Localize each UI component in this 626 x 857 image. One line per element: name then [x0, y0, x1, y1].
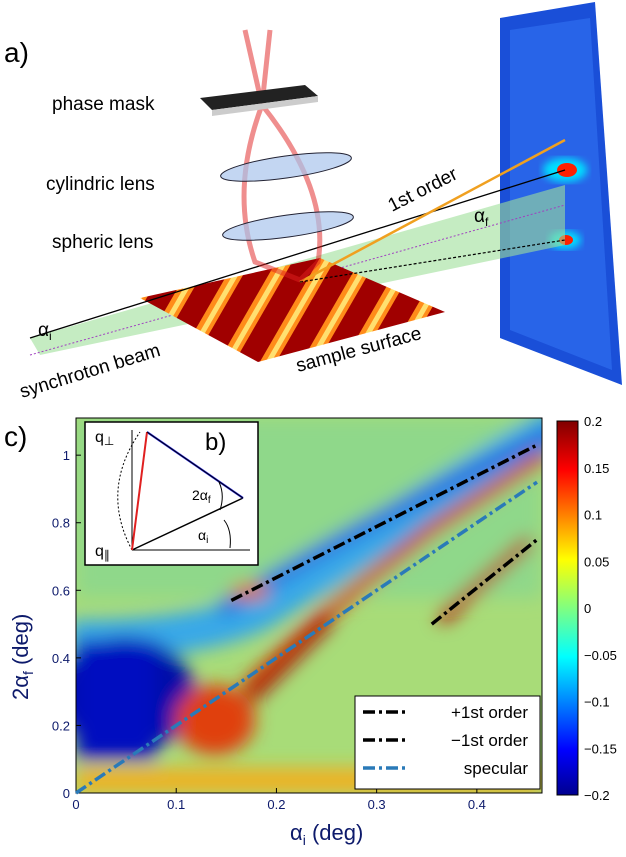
- x-tick-label: 0.1: [167, 797, 185, 812]
- colorbar-tick-label: 0.2: [584, 414, 602, 429]
- y-tick-label: 0: [63, 786, 70, 801]
- y-tick-label: 0.8: [52, 516, 70, 531]
- y-tick-label: 1: [63, 448, 70, 463]
- colorbar: [557, 421, 578, 795]
- colorbar-tick-label: −0.2: [584, 788, 610, 803]
- symbol: α: [474, 206, 485, 227]
- y-axis-label: 2αf (deg): [8, 614, 36, 700]
- label-phase-mask: phase mask: [52, 94, 155, 115]
- colorbar-tick-label: −0.15: [584, 741, 617, 756]
- symbol: 2α: [192, 487, 208, 503]
- symbol: 2α: [8, 675, 33, 700]
- label-spheric-lens: spheric lens: [52, 232, 153, 253]
- legend-label: −1st order: [451, 731, 528, 750]
- colorbar-tick-label: 0.15: [584, 461, 609, 476]
- subscript: ⊥: [104, 434, 114, 448]
- symbol: α: [38, 320, 49, 341]
- label-first-order: 1st order: [385, 163, 462, 216]
- symbol: α: [290, 820, 303, 845]
- x-tick-label: 0.4: [468, 797, 486, 812]
- label-cylindric-lens: cylindric lens: [46, 174, 155, 195]
- subscript: i: [206, 535, 208, 546]
- symbol: q: [95, 429, 104, 446]
- figure: a) phase mask cylindric lens spheric len…: [0, 0, 626, 857]
- colorbar-tick-label: 0: [584, 601, 591, 616]
- panel-label: a): [4, 37, 29, 68]
- y-tick-label: 0.2: [52, 718, 70, 733]
- colorbar-tick-label: 0.1: [584, 508, 602, 523]
- x-tick-label: 0.2: [267, 797, 285, 812]
- unit: (deg): [306, 820, 363, 845]
- subscript: ∥: [104, 548, 110, 562]
- colorbar-tick-label: 0.05: [584, 554, 609, 569]
- y-tick-label: 0.4: [52, 651, 70, 666]
- x-tick-label: 0: [72, 797, 79, 812]
- label-alpha-i: αi: [38, 320, 52, 343]
- unit: (deg): [8, 614, 33, 671]
- inset-label: b): [205, 429, 226, 456]
- x-axis-label: αi (deg): [290, 820, 363, 848]
- legend-label: +1st order: [451, 703, 528, 722]
- colorbar-tick-label: −0.05: [584, 648, 617, 663]
- subscript: f: [208, 495, 211, 506]
- symbol: α: [198, 527, 206, 543]
- colorbar-tick-label: −0.1: [584, 695, 610, 710]
- panel-label: c): [4, 421, 27, 452]
- subscript: i: [49, 329, 52, 343]
- x-tick-label: 0.3: [368, 797, 386, 812]
- y-tick-label: 0.6: [52, 583, 70, 598]
- symbol: q: [95, 543, 104, 560]
- legend-label: specular: [464, 759, 529, 778]
